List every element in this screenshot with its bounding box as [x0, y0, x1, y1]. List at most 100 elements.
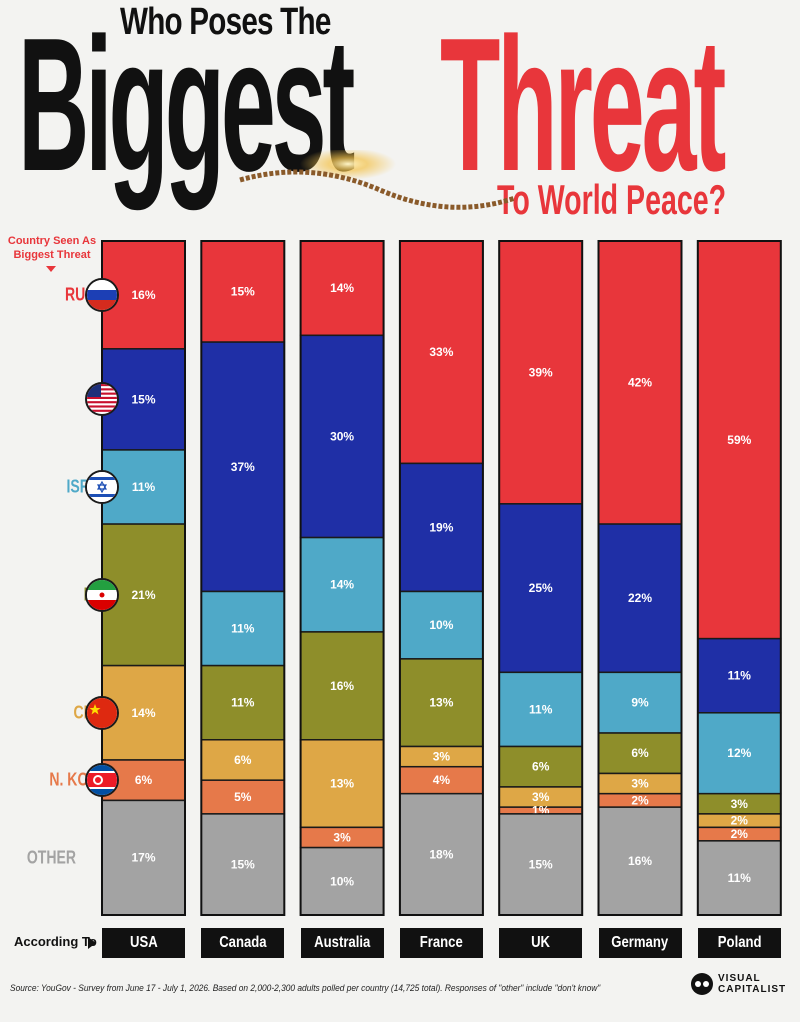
chart-subtitle: To World Peace?: [497, 176, 727, 223]
data-label: 2%: [731, 814, 749, 828]
logo-icon: [691, 973, 713, 995]
legend-item: OTHER: [13, 847, 78, 868]
x-tick-label: France: [399, 928, 483, 958]
data-label: 12%: [727, 746, 751, 760]
bar-segment: [200, 590, 286, 667]
bar-segment: [697, 240, 782, 640]
bar-segment: [597, 671, 683, 734]
russia-flag-icon: [85, 277, 119, 312]
bar-outline: [696, 240, 782, 916]
bar-segment: [498, 671, 583, 748]
data-label: 21%: [131, 588, 155, 602]
chart-title-threat: Threat: [440, 0, 726, 211]
data-label: 17%: [131, 851, 155, 865]
bar-outline: [299, 240, 385, 916]
data-label: 22%: [628, 591, 652, 605]
bar-segment: [299, 631, 385, 741]
data-label: 11%: [231, 696, 255, 710]
x-tick-label: Canada: [201, 928, 285, 958]
data-label: 3%: [433, 750, 451, 764]
x-tick-text: Poland: [717, 934, 762, 951]
data-label: 16%: [628, 854, 652, 868]
chart-title-line1: Who Poses The: [120, 1, 331, 43]
data-label: 2%: [631, 793, 649, 807]
bar-segment: [399, 658, 484, 748]
data-label: 2%: [731, 827, 749, 841]
data-label: 10%: [429, 618, 453, 632]
bar-segment: [498, 503, 583, 674]
logo-line1: VISUAL: [718, 973, 761, 984]
data-label: 10%: [330, 874, 354, 888]
data-label: 15%: [131, 392, 155, 406]
data-label: 3%: [532, 790, 550, 804]
x-tick-text: USA: [129, 934, 158, 951]
china-flag-icon: [85, 695, 119, 730]
x-tick-text: Germany: [611, 934, 669, 951]
x-tick-label: UK: [499, 928, 583, 958]
bar-outline: [498, 240, 584, 916]
israel-flag-icon: [85, 470, 119, 504]
bar-segment: [200, 813, 286, 916]
source-note: Source: YouGov - Survey from June 17 - J…: [10, 983, 601, 993]
x-tick-label: USA: [102, 928, 185, 958]
bar-segment: [597, 523, 683, 674]
bar-segment: [200, 240, 286, 343]
data-label: 14%: [131, 706, 155, 720]
data-label: 11%: [728, 871, 752, 885]
x-tick-label: Germany: [598, 928, 682, 958]
data-label: 3%: [631, 777, 649, 791]
according-to-label: According To: [14, 934, 97, 949]
data-label: 14%: [330, 578, 354, 592]
bar-outline: [398, 240, 484, 916]
data-label: 16%: [131, 288, 155, 302]
data-label: 6%: [631, 746, 649, 760]
data-label: 16%: [330, 679, 354, 693]
data-label: 11%: [529, 702, 553, 716]
data-label: 5%: [234, 790, 252, 804]
x-tick-text: Canada: [219, 934, 267, 951]
legend-label: OTHER: [26, 847, 76, 868]
x-tick-label: Poland: [697, 928, 781, 958]
legend-header: Country Seen As Biggest Threat: [7, 235, 97, 261]
data-label: 19%: [429, 520, 453, 534]
x-tick-text: France: [419, 934, 463, 951]
bar-segment: [200, 739, 286, 781]
visual-capitalist-logo: VISUAL CAPITALIST: [690, 972, 786, 996]
bar-segment: [498, 240, 583, 505]
bar-segment: [399, 792, 484, 916]
bar-segment: [200, 664, 286, 741]
data-label: 11%: [231, 622, 255, 636]
according-arrow-icon: [88, 937, 96, 949]
data-label: 33%: [429, 345, 453, 359]
nkorea-flag-icon: [85, 763, 119, 798]
logo-line2: CAPITALIST: [718, 984, 787, 995]
data-label: 6%: [532, 760, 550, 774]
data-label: 15%: [231, 285, 255, 299]
bar-outline: [597, 240, 683, 916]
data-label: 14%: [330, 281, 354, 295]
data-label: 11%: [728, 669, 752, 683]
data-label: 42%: [628, 376, 652, 390]
data-label: 59%: [727, 433, 751, 447]
bar-segment: [200, 341, 286, 593]
data-label: 39%: [529, 365, 553, 379]
bar-outline: [200, 240, 286, 916]
x-tick-text: UK: [531, 934, 551, 951]
data-label: 15%: [529, 857, 553, 871]
bar-segment: [299, 334, 385, 539]
data-label: 25%: [529, 581, 553, 595]
data-label: 18%: [429, 847, 453, 861]
data-label: 3%: [731, 797, 749, 811]
chart-title-biggest: Biggest: [18, 0, 355, 211]
data-label: 3%: [333, 830, 351, 844]
x-tick-text: Australia: [314, 934, 371, 951]
bar-segment: [597, 732, 683, 775]
bar-segment: [697, 712, 782, 795]
data-label: 13%: [429, 696, 453, 710]
data-label: 9%: [631, 696, 649, 710]
bar-segment: [200, 779, 286, 815]
data-label: 15%: [231, 857, 255, 871]
data-label: 4%: [433, 773, 451, 787]
legend-arrow-icon: [46, 266, 56, 272]
